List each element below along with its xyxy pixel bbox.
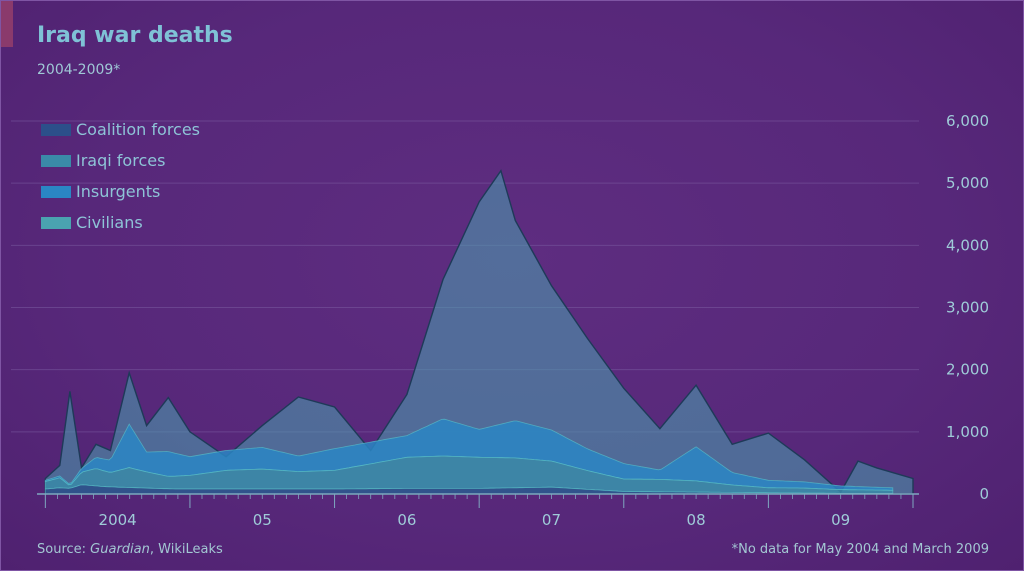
- source-note: Source: Guardian, WikiLeaks: [37, 542, 223, 557]
- y-tick-label: 3,000: [946, 299, 989, 317]
- y-tick-label: 4,000: [946, 236, 989, 254]
- y-tick-label: 2,000: [946, 361, 989, 379]
- legend-label: Civilians: [76, 213, 143, 232]
- y-tick-label: 6,000: [946, 112, 989, 130]
- x-tick-label: 05: [253, 511, 272, 529]
- chart-subtitle: 2004-2009*: [37, 62, 121, 78]
- legend-label: Iraqi forces: [76, 151, 166, 170]
- chart-title: Iraq war deaths: [37, 23, 233, 48]
- source-prefix: Source:: [37, 542, 91, 557]
- legend-swatch: [41, 217, 71, 229]
- legend-label: Coalition forces: [76, 120, 201, 139]
- x-tick-label: 06: [397, 511, 416, 529]
- source-suffix: , WikiLeaks: [149, 542, 223, 557]
- x-tick-label: 08: [687, 511, 706, 529]
- series-civilians-area: [44, 169, 914, 495]
- legend-swatch: [41, 186, 71, 198]
- y-tick-label: 0: [979, 485, 989, 503]
- y-tick-label: 5,000: [946, 174, 989, 192]
- source-publication: Guardian: [90, 542, 150, 557]
- legend-swatch: [41, 155, 71, 167]
- legend-label: Insurgents: [76, 182, 161, 201]
- y-tick-label: 1,000: [946, 423, 989, 441]
- x-tick-label: 2004: [99, 511, 137, 529]
- footnote: *No data for May 2004 and March 2009: [731, 542, 989, 557]
- brand-tab: [1, 1, 13, 47]
- legend-swatch: [41, 124, 71, 136]
- x-tick-label: 09: [831, 511, 850, 529]
- x-tick-label: 07: [542, 511, 561, 529]
